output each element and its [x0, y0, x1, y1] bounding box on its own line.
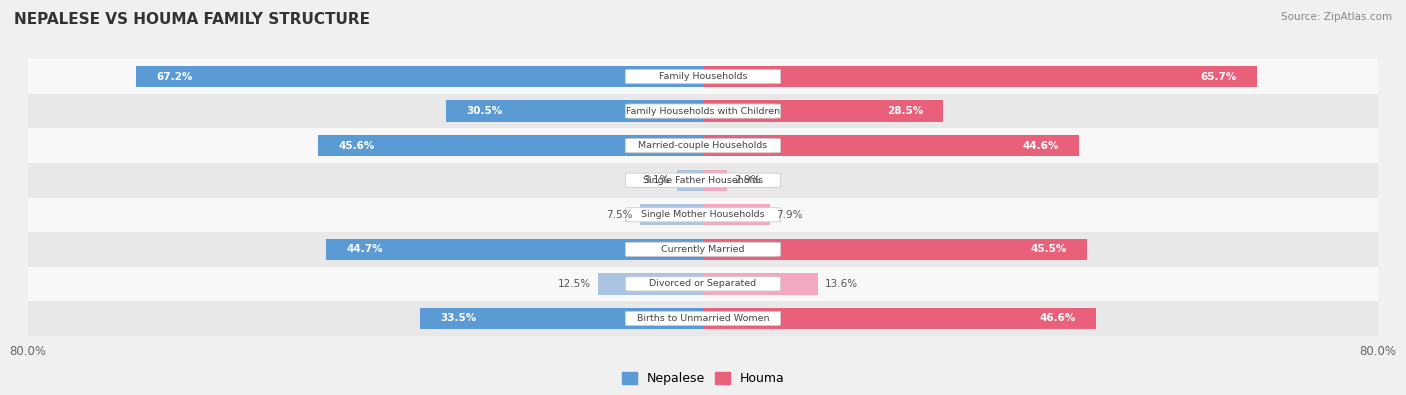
- Bar: [28, 232, 1378, 267]
- Bar: [136, 66, 703, 87]
- Text: Single Father Households: Single Father Households: [643, 176, 763, 185]
- Bar: [28, 198, 1378, 232]
- Bar: [28, 267, 1378, 301]
- Text: 65.7%: 65.7%: [1201, 71, 1237, 81]
- Text: 44.6%: 44.6%: [1022, 141, 1059, 150]
- Bar: [28, 301, 1378, 336]
- Text: 67.2%: 67.2%: [156, 71, 193, 81]
- Bar: [326, 239, 703, 260]
- FancyBboxPatch shape: [626, 311, 780, 325]
- Bar: [676, 169, 703, 191]
- Bar: [703, 308, 1097, 329]
- FancyBboxPatch shape: [626, 242, 780, 256]
- Bar: [703, 100, 943, 122]
- Text: 7.9%: 7.9%: [776, 210, 803, 220]
- Text: Married-couple Households: Married-couple Households: [638, 141, 768, 150]
- Bar: [446, 100, 703, 122]
- Text: Single Mother Households: Single Mother Households: [641, 210, 765, 219]
- FancyBboxPatch shape: [626, 277, 780, 291]
- Bar: [703, 239, 1087, 260]
- FancyBboxPatch shape: [626, 208, 780, 222]
- Text: 44.7%: 44.7%: [346, 245, 382, 254]
- FancyBboxPatch shape: [626, 104, 780, 118]
- Text: 13.6%: 13.6%: [824, 279, 858, 289]
- Text: Currently Married: Currently Married: [661, 245, 745, 254]
- Bar: [703, 135, 1080, 156]
- Text: NEPALESE VS HOUMA FAMILY STRUCTURE: NEPALESE VS HOUMA FAMILY STRUCTURE: [14, 12, 370, 27]
- Text: Family Households with Children: Family Households with Children: [626, 107, 780, 116]
- Text: 45.5%: 45.5%: [1031, 245, 1067, 254]
- Text: 3.1%: 3.1%: [644, 175, 671, 185]
- Legend: Nepalese, Houma: Nepalese, Houma: [616, 367, 790, 390]
- Bar: [703, 169, 727, 191]
- Text: Source: ZipAtlas.com: Source: ZipAtlas.com: [1281, 12, 1392, 22]
- Bar: [703, 204, 769, 226]
- Bar: [28, 163, 1378, 198]
- FancyBboxPatch shape: [626, 139, 780, 153]
- Bar: [28, 94, 1378, 128]
- Bar: [28, 128, 1378, 163]
- Bar: [703, 273, 818, 295]
- Text: 28.5%: 28.5%: [887, 106, 924, 116]
- Bar: [640, 204, 703, 226]
- Text: 12.5%: 12.5%: [558, 279, 591, 289]
- Bar: [598, 273, 703, 295]
- Bar: [420, 308, 703, 329]
- FancyBboxPatch shape: [626, 70, 780, 84]
- FancyBboxPatch shape: [626, 173, 780, 187]
- Text: 45.6%: 45.6%: [339, 141, 375, 150]
- Text: Family Households: Family Households: [659, 72, 747, 81]
- Bar: [318, 135, 703, 156]
- Text: 2.9%: 2.9%: [734, 175, 761, 185]
- Text: 33.5%: 33.5%: [440, 314, 477, 324]
- Text: 30.5%: 30.5%: [465, 106, 502, 116]
- Bar: [28, 59, 1378, 94]
- Text: 46.6%: 46.6%: [1039, 314, 1076, 324]
- Text: 7.5%: 7.5%: [606, 210, 633, 220]
- Text: Births to Unmarried Women: Births to Unmarried Women: [637, 314, 769, 323]
- Text: Divorced or Separated: Divorced or Separated: [650, 279, 756, 288]
- Bar: [703, 66, 1257, 87]
